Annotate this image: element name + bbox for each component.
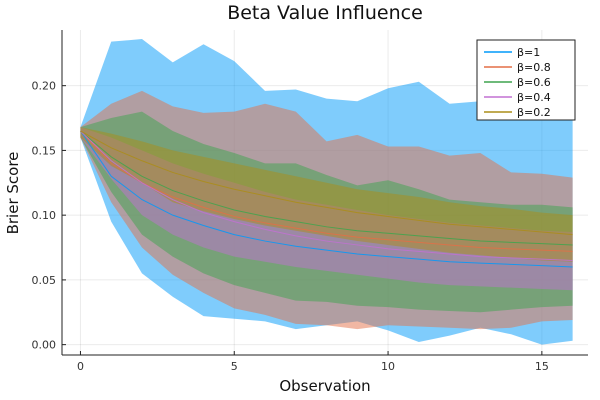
legend-label: β=0.6 [517, 76, 551, 89]
x-tick-label: 0 [77, 360, 84, 373]
x-tick-label: 5 [231, 360, 238, 373]
band-series-5 [80, 127, 573, 262]
y-tick-label: 0.05 [32, 274, 57, 287]
legend-box [476, 39, 576, 121]
legend-label: β=0.8 [517, 61, 551, 74]
x-ticks: 0 5 10 15 [77, 351, 549, 373]
x-tick-label: 10 [381, 360, 395, 373]
line-series-1 [80, 130, 573, 268]
x-axis-label: Observation [279, 377, 370, 395]
legend-label: β=1 [517, 46, 540, 59]
y-tick-label: 0.00 [32, 339, 57, 352]
x-tick-label: 15 [535, 360, 549, 373]
series-lines [80, 130, 573, 268]
chart-title: Beta Value Influence [227, 2, 423, 24]
line-series-3 [80, 130, 573, 246]
y-axis-label: Brier Score [4, 152, 22, 235]
legend-label: β=0.4 [517, 91, 551, 104]
legend-label: β=0.2 [517, 106, 551, 119]
y-tick-label: 0.20 [32, 80, 57, 93]
axes [61, 30, 588, 356]
line-series-5 [80, 130, 573, 236]
y-tick-label: 0.10 [32, 209, 57, 222]
y-tick-label: 0.15 [32, 144, 57, 157]
series-bands [80, 39, 573, 345]
line-series-2 [80, 130, 573, 252]
y-ticks: 0.00 0.05 0.10 0.15 0.20 [32, 80, 66, 352]
line-series-4 [80, 130, 573, 261]
legend: β=1 β=0.8 β=0.6 β=0.4 β=0.2 [476, 39, 576, 121]
